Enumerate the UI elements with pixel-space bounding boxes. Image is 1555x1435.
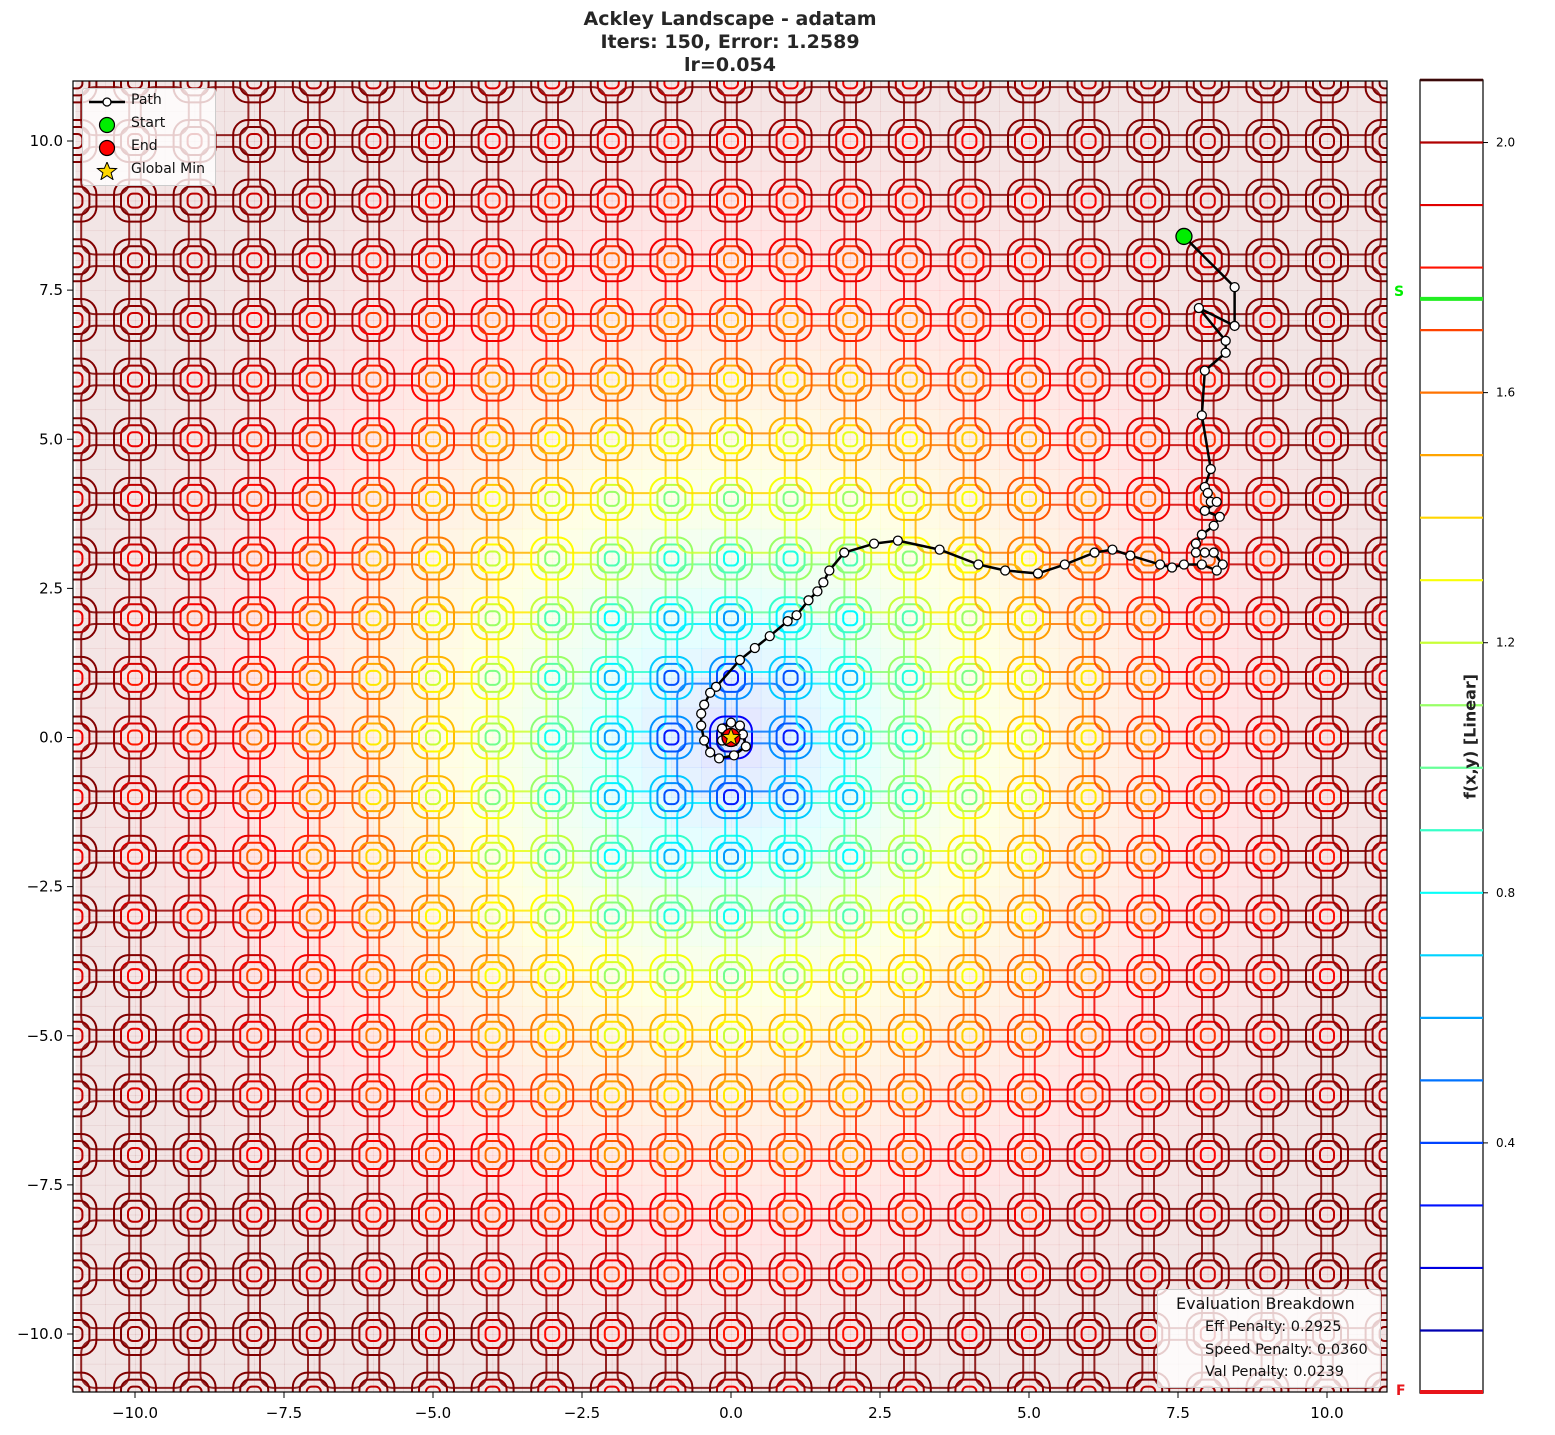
legend-item-start: Start [83, 114, 215, 136]
evaluation-breakdown-box: Evaluation Breakdown Eff Penalty: 0.2925… [1157, 1289, 1381, 1388]
val-penalty: Val Penalty: 0.0239 [1205, 1364, 1345, 1380]
title-line-3: lr=0.054 [684, 54, 776, 76]
svg-text:−7.5: −7.5 [27, 1176, 63, 1194]
svg-text:10.0: 10.0 [30, 132, 63, 150]
legend-item-global-min: Global Min [83, 160, 215, 182]
svg-text:0.0: 0.0 [719, 1404, 743, 1422]
svg-text:7.5: 7.5 [1166, 1404, 1190, 1422]
evaluation-title: Evaluation Breakdown [1176, 1294, 1355, 1313]
svg-text:−2.5: −2.5 [27, 878, 63, 896]
end-dot-icon [98, 139, 116, 157]
svg-text:0.8: 0.8 [1496, 886, 1515, 900]
svg-text:−10.0: −10.0 [112, 1404, 158, 1422]
chart-title: Ackley Landscape - adatam Iters: 150, Er… [430, 8, 1030, 77]
title-line-2: Iters: 150, Error: 1.2589 [600, 31, 860, 53]
svg-text:5.0: 5.0 [39, 430, 63, 448]
svg-text:1.6: 1.6 [1496, 386, 1515, 400]
svg-text:1.2: 1.2 [1496, 636, 1515, 650]
y-axis: 10.0 7.5 5.0 2.5 0.0 −2.5 −5.0 −7.5 −10.0 [17, 132, 73, 1343]
svg-text:7.5: 7.5 [39, 281, 63, 299]
svg-text:−5.0: −5.0 [415, 1404, 451, 1422]
colorbar-final-marker: F [1396, 1383, 1406, 1399]
start-dot-icon [98, 116, 116, 134]
optimizer-path [696, 227, 1240, 764]
svg-text:0.4: 0.4 [1496, 1136, 1515, 1150]
legend-item-path: Path [83, 91, 215, 113]
star-icon [96, 162, 118, 180]
plot-frame [72, 80, 1388, 1393]
svg-text:−10.0: −10.0 [17, 1325, 63, 1343]
eff-penalty: Eff Penalty: 0.2925 [1205, 1319, 1342, 1335]
svg-text:2.0: 2.0 [1496, 136, 1515, 150]
speed-penalty: Speed Penalty: 0.0360 [1205, 1342, 1368, 1358]
path-line-icon [89, 97, 125, 107]
svg-text:2.5: 2.5 [868, 1404, 892, 1422]
colorbar: 2.0 1.6 1.2 0.8 0.4 [1419, 78, 1515, 1394]
svg-text:0.0: 0.0 [39, 729, 63, 747]
colorbar-start-marker: S [1394, 284, 1405, 300]
svg-text:2.5: 2.5 [39, 579, 63, 597]
legend-item-end: End [83, 137, 215, 159]
legend: Path Start End Global Min [82, 88, 216, 186]
title-line-1: Ackley Landscape - adatam [583, 8, 877, 30]
x-axis: −10.0 −7.5 −5.0 −2.5 0.0 2.5 5.0 7.5 10.0 [112, 1392, 1344, 1422]
svg-text:−5.0: −5.0 [27, 1027, 63, 1045]
svg-text:−7.5: −7.5 [266, 1404, 302, 1422]
svg-text:−2.5: −2.5 [564, 1404, 600, 1422]
svg-text:5.0: 5.0 [1017, 1404, 1041, 1422]
svg-text:10.0: 10.0 [1310, 1404, 1343, 1422]
colorbar-label: f(x,y) [Linear] [1460, 673, 1480, 800]
